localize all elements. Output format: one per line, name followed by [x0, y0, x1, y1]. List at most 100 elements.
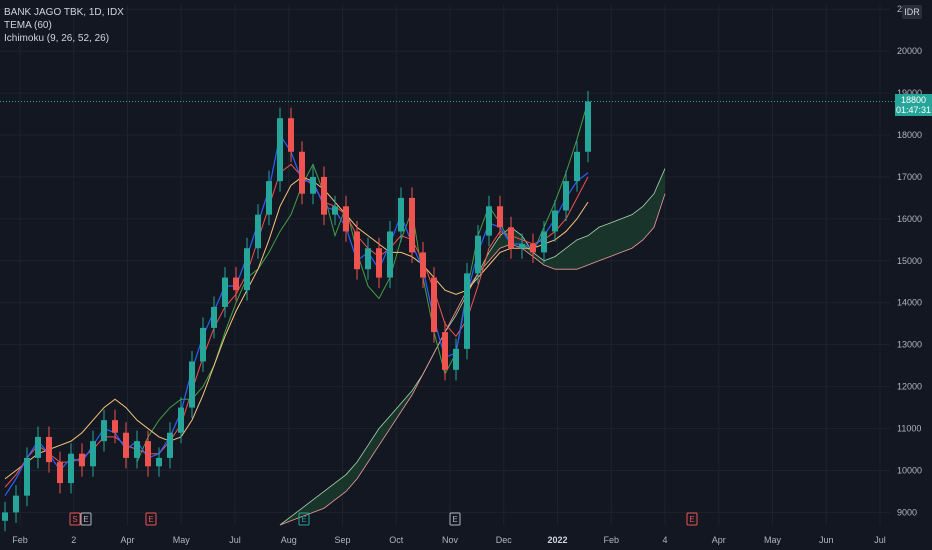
senkou-span-a-line — [279, 168, 666, 526]
price-tick-label: 10000 — [897, 465, 922, 475]
last-price: 18800 — [900, 95, 927, 105]
event-label: E — [689, 515, 694, 524]
ichimoku-cloud — [280, 168, 665, 525]
cloud-segment — [291, 508, 302, 521]
price-tick-label: 14000 — [897, 298, 922, 308]
candle-body — [409, 197, 415, 253]
event-marker: E — [686, 512, 698, 526]
time-tick-label: Feb — [603, 535, 619, 545]
time-tick-label: 2 — [71, 535, 76, 545]
indicator-lines — [0, 100, 895, 526]
bar-countdown: 01:47:31 — [895, 105, 932, 115]
price-tick-label: 12000 — [897, 382, 922, 392]
candle-body — [266, 181, 272, 215]
candle-body — [101, 420, 107, 442]
cloud-segment — [654, 168, 665, 228]
price-tick-label: 20000 — [897, 46, 922, 56]
time-axis[interactable]: Feb 2 Apr May Jul Aug Sep Oct Nov Dec 2022 Feb 4 Apr M… — [12, 535, 886, 545]
event-marker: E — [449, 512, 461, 526]
candle-body — [486, 206, 492, 236]
event-box — [145, 512, 157, 526]
chikou-line — [136, 101, 589, 463]
cloud-segment — [368, 428, 379, 463]
price-tick-label: 9000 — [897, 507, 917, 517]
candle-body — [332, 206, 338, 215]
time-tick-label: Feb — [12, 535, 28, 545]
time-tick-label: May — [764, 535, 782, 545]
candle-body — [156, 457, 162, 467]
time-tick-label: 4 — [662, 535, 667, 545]
event-label: E — [301, 515, 306, 524]
grid — [0, 5, 890, 525]
time-tick-label: Oct — [389, 535, 404, 545]
candle-body — [398, 197, 404, 232]
candle-body — [13, 495, 19, 513]
kijun-line — [4, 176, 589, 480]
candle-body — [189, 361, 195, 408]
cloud-segment — [555, 248, 566, 270]
time-tick-label: Aug — [281, 535, 297, 545]
candle-body — [233, 277, 239, 291]
currency-badge[interactable]: IDR — [902, 5, 922, 19]
candle-body — [574, 151, 580, 182]
event-marker: E — [80, 512, 92, 526]
candle-body — [519, 244, 525, 249]
candle-body — [552, 210, 558, 232]
candle-body — [112, 420, 118, 433]
price-tick-label: 15000 — [897, 256, 922, 266]
candle-body — [541, 231, 547, 253]
cloud-segment — [566, 239, 577, 270]
time-tick-label: Jun — [819, 535, 834, 545]
event-box — [686, 512, 698, 526]
candle-body — [68, 453, 74, 484]
candle-body — [563, 181, 569, 211]
cloud-segment — [544, 256, 555, 270]
cloud-segment — [632, 206, 643, 249]
candle-body — [321, 176, 327, 215]
candle-body — [464, 273, 470, 349]
event-box — [449, 512, 461, 526]
cloud-segment — [357, 445, 368, 479]
candle-body — [530, 244, 536, 253]
event-label: E — [452, 515, 457, 524]
time-tick-label: Jul — [229, 535, 241, 545]
time-tick-label: Nov — [442, 535, 459, 545]
candle-body — [453, 348, 459, 370]
cloud-segment — [302, 499, 313, 517]
event-marker: S — [69, 512, 81, 526]
cloud-segment — [577, 235, 588, 270]
candle-body — [442, 332, 448, 370]
candle-body — [310, 176, 316, 194]
candle-body — [508, 227, 514, 249]
cloud-segment — [610, 218, 621, 257]
candle-body — [90, 441, 96, 467]
cloud-segment — [401, 390, 412, 412]
ichimoku-legend[interactable]: Ichimoku (9, 26, 52, 26) — [4, 33, 110, 44]
candle-body — [365, 248, 371, 270]
tema-legend[interactable]: TEMA (60) — [4, 20, 52, 31]
event-label: S — [72, 515, 77, 524]
candle-body — [2, 512, 8, 521]
candle-body — [431, 277, 437, 333]
candle-body — [134, 441, 140, 458]
candle-body — [255, 214, 261, 249]
cloud-segment — [621, 214, 632, 253]
candle-body — [497, 206, 503, 228]
event-marker: E — [298, 512, 310, 526]
symbol-title[interactable]: BANK JAGO TBK, 1D, IDX — [4, 7, 124, 18]
price-axis[interactable]: 9000 10000 11000 12000 13000 14000 15000 16000 1… — [897, 4, 922, 517]
cloud-segment — [599, 223, 610, 261]
time-tick-label: Dec — [496, 535, 513, 545]
event-label: E — [148, 515, 153, 524]
price-tick-label: 16000 — [897, 214, 922, 224]
event-label: E — [83, 515, 88, 524]
cloud-segment — [643, 193, 654, 240]
cloud-segment — [390, 403, 401, 429]
price-tick-label: 11000 — [897, 424, 921, 434]
event-box — [80, 512, 92, 526]
candle-body — [24, 457, 30, 496]
price-tick-label: 13000 — [897, 340, 922, 350]
candle-body — [277, 118, 283, 182]
